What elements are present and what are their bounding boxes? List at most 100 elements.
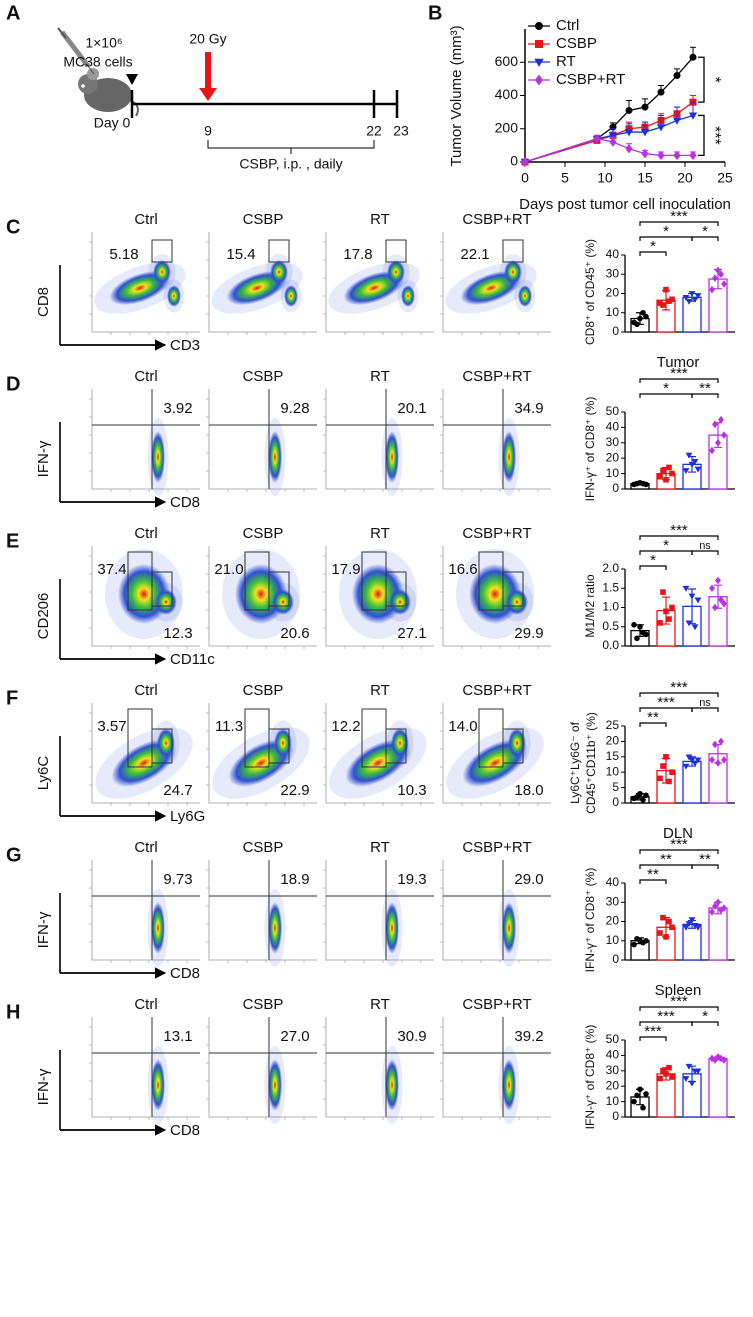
group-label: Ctrl xyxy=(134,211,157,228)
y-tick-label: 10 xyxy=(606,1094,620,1108)
marker xyxy=(634,321,640,328)
significance-bracket xyxy=(691,550,719,555)
density-cloud xyxy=(151,902,165,954)
legend-label: RT xyxy=(556,53,576,70)
significance-label: * xyxy=(650,238,656,255)
marker xyxy=(685,620,693,627)
gate-value: 12.3 xyxy=(163,625,192,642)
marker xyxy=(669,924,675,931)
y-tick-label: 1.5 xyxy=(602,580,619,594)
y-tick-label: 5 xyxy=(612,780,619,794)
gate-value: 15.4 xyxy=(226,246,255,263)
y-tick-label: 400 xyxy=(495,86,519,102)
cell-line: MC38 cells xyxy=(63,54,132,70)
marker xyxy=(631,622,637,628)
plot-frame xyxy=(91,546,200,647)
marker xyxy=(682,924,690,931)
marker xyxy=(521,157,529,167)
y-tick-label: 200 xyxy=(495,119,519,135)
marker xyxy=(666,778,672,785)
panel-label: E xyxy=(6,530,19,552)
marker xyxy=(712,902,718,910)
x-tick-label: 20 xyxy=(677,170,693,186)
group-label: CSBP xyxy=(243,839,284,856)
marker xyxy=(721,756,727,764)
marker xyxy=(669,769,675,776)
marker xyxy=(663,476,669,483)
density-cloud xyxy=(153,260,171,284)
significance-label: * xyxy=(702,1008,708,1025)
gate-value: 17.9 xyxy=(331,561,360,578)
group-label: Ctrl xyxy=(134,525,157,542)
x-axis-label: Days post tumor cell inoculation xyxy=(519,196,731,213)
significance-label: *** xyxy=(670,993,688,1010)
marker xyxy=(640,129,650,137)
marker xyxy=(637,623,643,630)
y-tick-label: 0.0 xyxy=(602,638,619,652)
y-tick-label: 20 xyxy=(606,1078,620,1092)
significance-label: *** xyxy=(670,836,688,853)
gate xyxy=(502,571,524,607)
panel-label: G xyxy=(6,844,22,866)
x-tick-label: 5 xyxy=(561,170,569,186)
bar xyxy=(708,1057,728,1118)
density-cloud xyxy=(385,1059,399,1111)
marker xyxy=(625,143,633,154)
density-cloud xyxy=(506,589,528,615)
group-label: CSBP xyxy=(243,368,284,385)
marker xyxy=(694,597,702,604)
group-label: Ctrl xyxy=(134,839,157,856)
marker xyxy=(682,1076,690,1083)
density-cloud xyxy=(151,1059,165,1111)
y-axis-label: Tumor Volume (mm³) xyxy=(448,25,465,166)
significance-label: ** xyxy=(647,709,659,726)
plot-frame xyxy=(442,703,551,804)
y-tick-label: 20 xyxy=(606,286,620,300)
significance-label: * xyxy=(663,380,669,397)
plot-frame xyxy=(325,1017,434,1118)
significance-label: ** xyxy=(699,380,711,397)
marker xyxy=(694,1068,702,1075)
significance-label: *** xyxy=(670,679,688,696)
panel-label: C xyxy=(6,216,20,238)
marker xyxy=(643,937,649,944)
plot-frame xyxy=(91,860,200,961)
significance-label: ns xyxy=(699,540,711,552)
marker xyxy=(688,112,698,120)
y-axis-label: IFN-γ⁺ of CD8⁺ (%) xyxy=(583,397,597,502)
marker xyxy=(682,763,690,770)
x-tick-label: 0 xyxy=(521,170,529,186)
significance-label: *** xyxy=(670,208,688,225)
x-tick-label: 25 xyxy=(717,170,733,186)
group-label: CSBP+RT xyxy=(462,839,531,856)
density-cloud xyxy=(401,285,415,307)
marker xyxy=(608,132,618,140)
marker xyxy=(688,1080,696,1087)
x-axis-label: Ly6G xyxy=(170,808,205,825)
gate xyxy=(502,728,524,764)
marker xyxy=(691,760,699,767)
marker xyxy=(663,1071,669,1077)
group-label: RT xyxy=(370,525,390,542)
gate-value: 29.9 xyxy=(514,625,543,642)
group-label: RT xyxy=(370,368,390,385)
gate xyxy=(151,571,173,607)
marker xyxy=(657,775,663,782)
y-tick-label: 0 xyxy=(612,795,619,809)
series-line xyxy=(524,101,694,163)
density-cloud xyxy=(502,902,516,954)
marker xyxy=(715,438,721,447)
significance-bracket xyxy=(639,879,667,884)
marker xyxy=(712,420,718,429)
y-tick-label: 30 xyxy=(606,1063,620,1077)
gate-value: 13.1 xyxy=(163,1028,192,1045)
day-label: Day 0 xyxy=(94,115,131,131)
y-tick-label: 10 xyxy=(606,305,620,319)
marker xyxy=(682,468,690,475)
gate-value: 34.9 xyxy=(514,400,543,417)
marker xyxy=(660,1068,666,1074)
marker xyxy=(641,103,649,111)
x-axis-label: CD8 xyxy=(170,965,200,982)
marker xyxy=(534,74,544,86)
density-cloud xyxy=(502,431,516,483)
